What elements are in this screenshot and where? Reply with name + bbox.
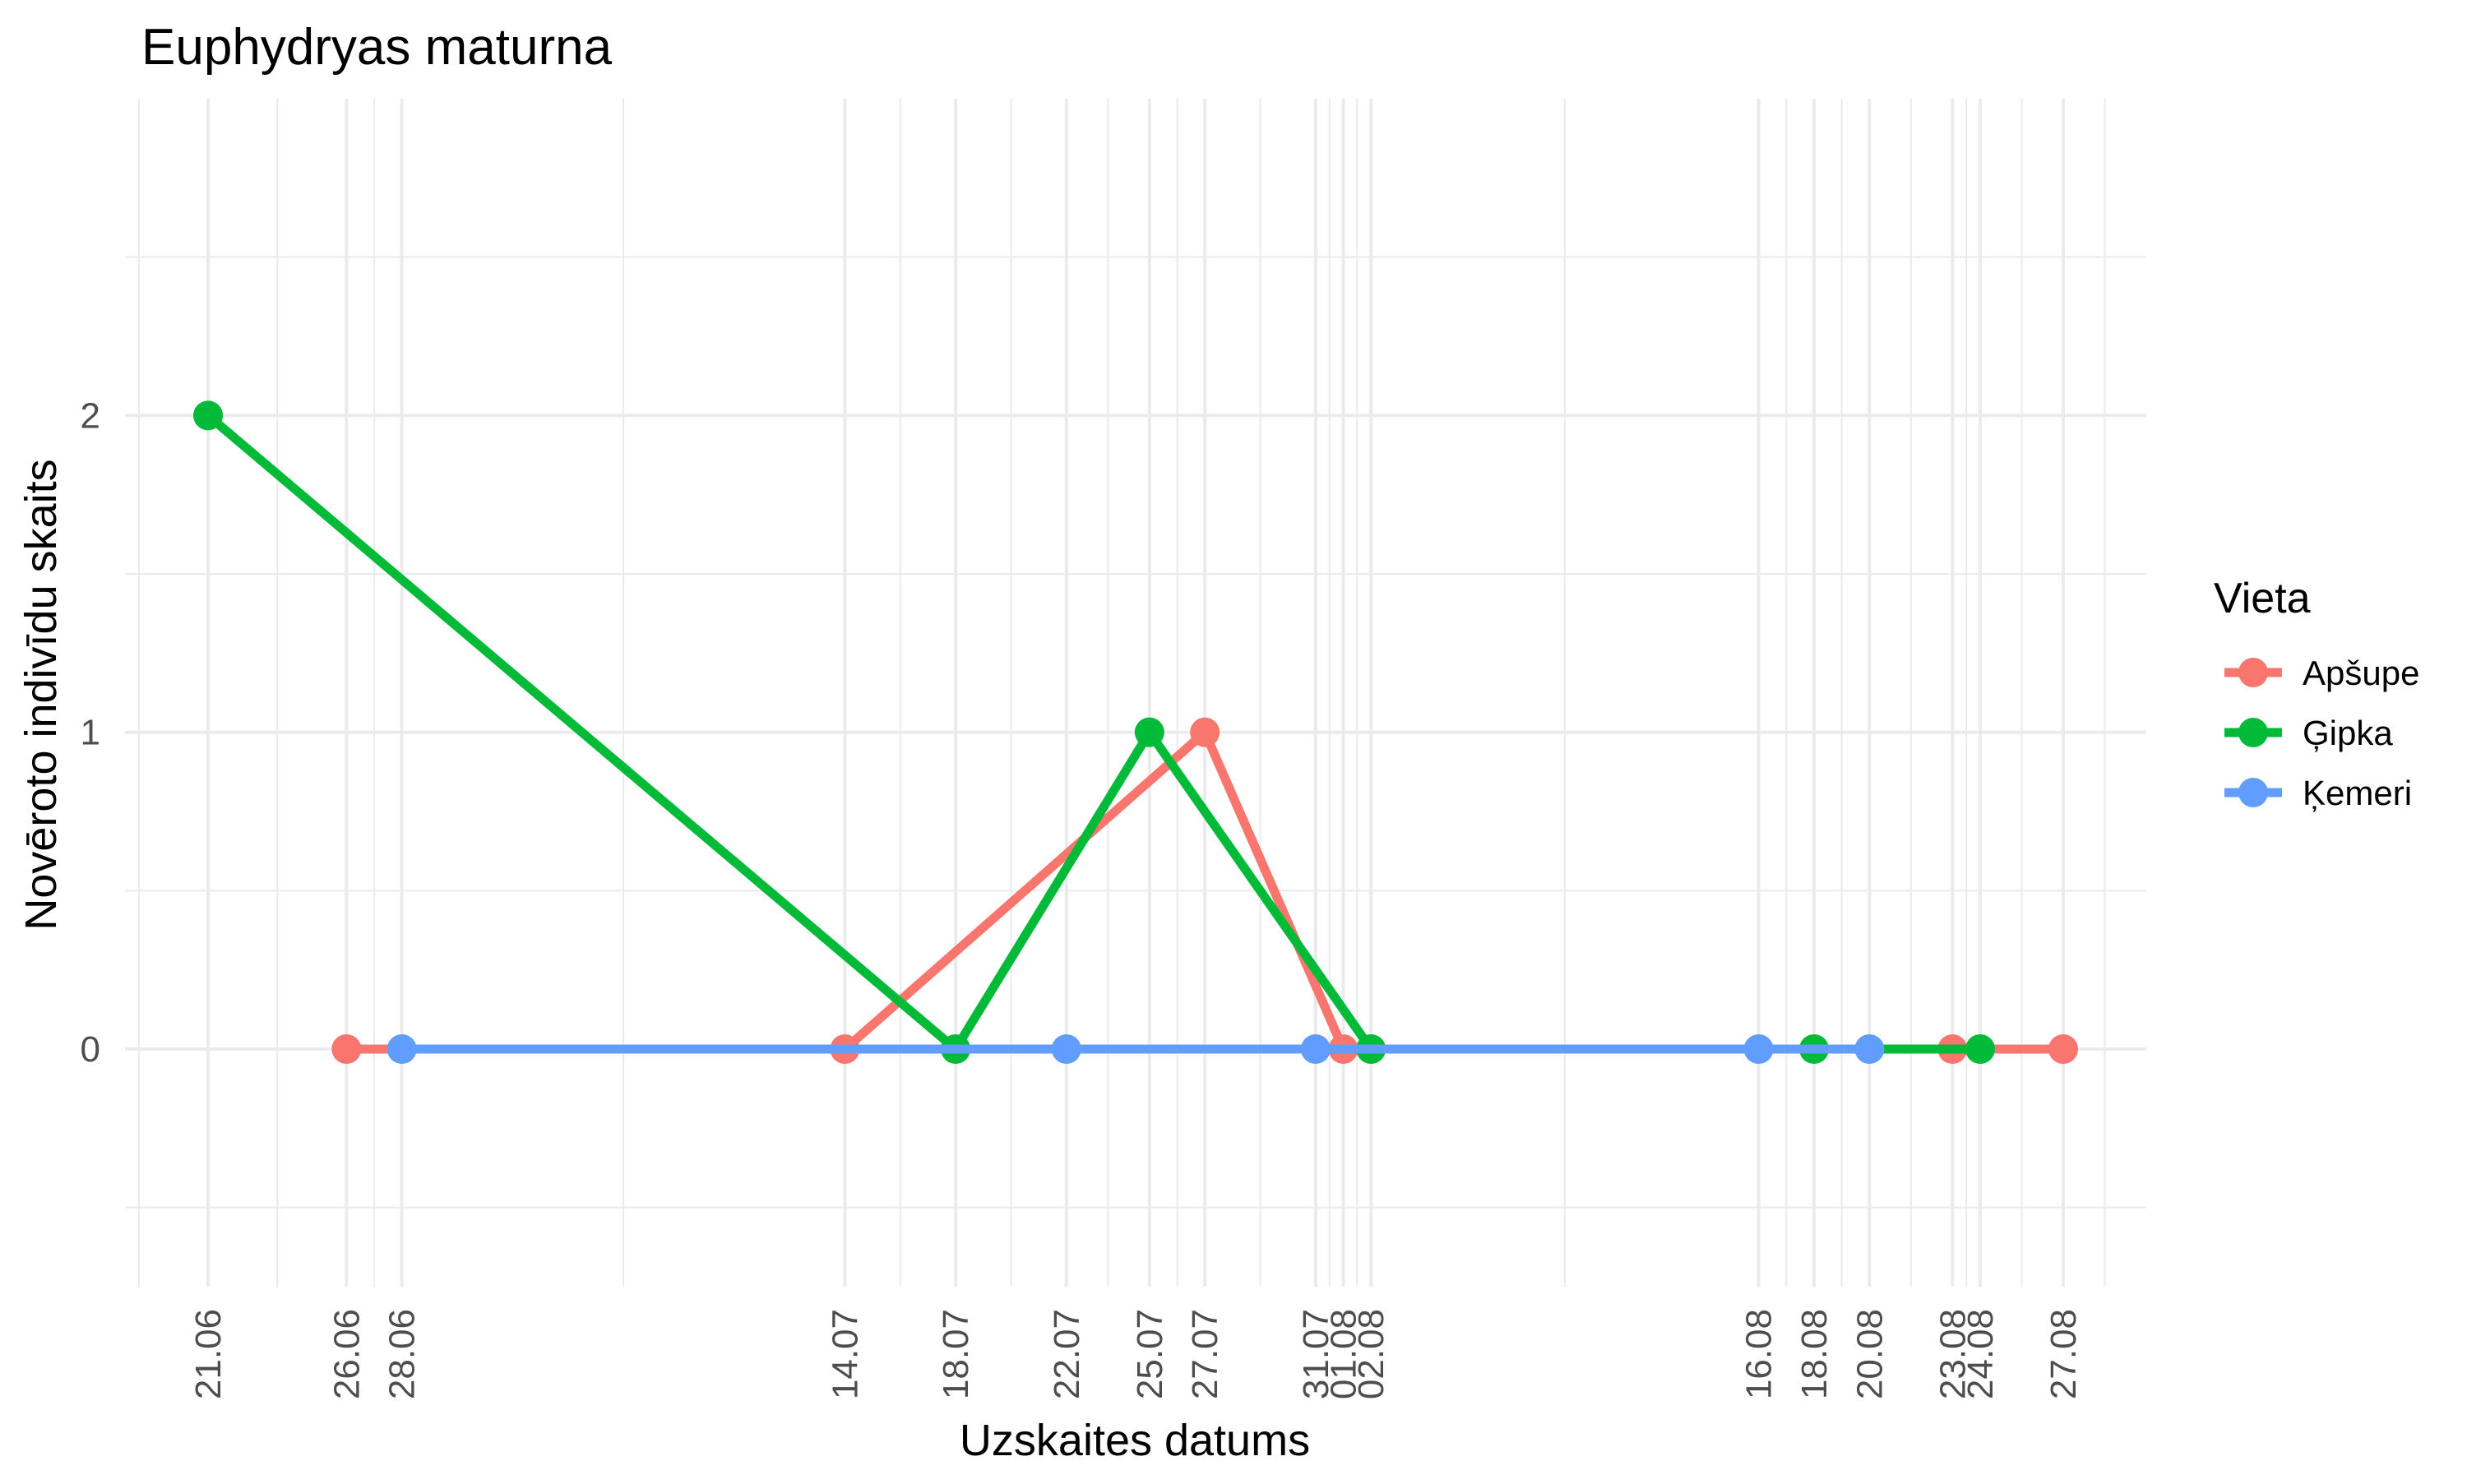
x-tick-label: 23.08 — [1932, 1309, 1973, 1399]
data-point — [1965, 1034, 1995, 1064]
legend-item: Ķemeri — [2224, 774, 2412, 812]
series-layer — [193, 400, 2078, 1064]
x-tick-label: 24.08 — [1960, 1309, 2001, 1399]
legend-item: Ģipka — [2224, 714, 2393, 752]
legend-label: Ķemeri — [2303, 774, 2412, 812]
data-point — [1134, 717, 1164, 747]
legend-title: Vieta — [2214, 575, 2311, 622]
x-tick-label: 16.08 — [1739, 1309, 1780, 1399]
y-tick-label: 2 — [81, 395, 100, 436]
x-tick-label: 18.07 — [936, 1309, 976, 1399]
data-point — [1190, 717, 1220, 747]
data-point — [1854, 1034, 1885, 1064]
axis-layer: 0 1 2 21.06 26.06 28.06 14.07 18.07 22.07 25.07 27… — [81, 395, 2084, 1399]
x-tick-label: 28.06 — [382, 1309, 423, 1399]
legend-label: Apšupe — [2303, 654, 2419, 692]
legend-items: Apšupe Ģipka Ķemeri — [2224, 654, 2419, 812]
data-point — [1743, 1034, 1774, 1064]
legend: Vieta Apšupe Ģipka Ķemeri — [2214, 575, 2419, 812]
x-tick-label: 26.06 — [326, 1309, 367, 1399]
x-tick-label: 27.07 — [1185, 1309, 1225, 1399]
data-point — [2048, 1034, 2078, 1064]
x-tick-label: 02.08 — [1351, 1309, 1391, 1399]
y-tick-label: 1 — [81, 713, 100, 753]
chart-title: Euphydryas maturna — [141, 19, 613, 76]
x-tick-label: 25.07 — [1130, 1309, 1170, 1399]
x-tick-label: 27.08 — [2043, 1309, 2084, 1399]
data-point — [1300, 1034, 1331, 1064]
x-tick-label: 14.07 — [825, 1309, 865, 1399]
legend-point — [2238, 658, 2268, 687]
x-tick-label: 01.08 — [1324, 1309, 1364, 1399]
legend-item: Apšupe — [2224, 654, 2419, 692]
x-axis-title: Uzskaites datums — [960, 1416, 1310, 1465]
x-tick-label: 21.06 — [188, 1309, 229, 1399]
data-point — [1051, 1034, 1081, 1064]
legend-point — [2238, 778, 2268, 807]
legend-point — [2238, 718, 2268, 747]
series-2 — [386, 1034, 1885, 1064]
x-tick-label: 18.08 — [1794, 1309, 1835, 1399]
data-point — [193, 400, 224, 431]
data-point — [386, 1034, 417, 1064]
x-tick-label: 20.08 — [1849, 1309, 1890, 1399]
y-tick-label: 0 — [81, 1029, 100, 1070]
legend-label: Ģipka — [2303, 714, 2393, 752]
y-axis-title: Novēroto indivīdu skaits — [16, 459, 66, 930]
data-point — [331, 1034, 362, 1064]
x-tick-label: 31.07 — [1296, 1309, 1336, 1399]
x-tick-label: 22.07 — [1047, 1309, 1087, 1399]
grid-layer — [125, 99, 2146, 1287]
